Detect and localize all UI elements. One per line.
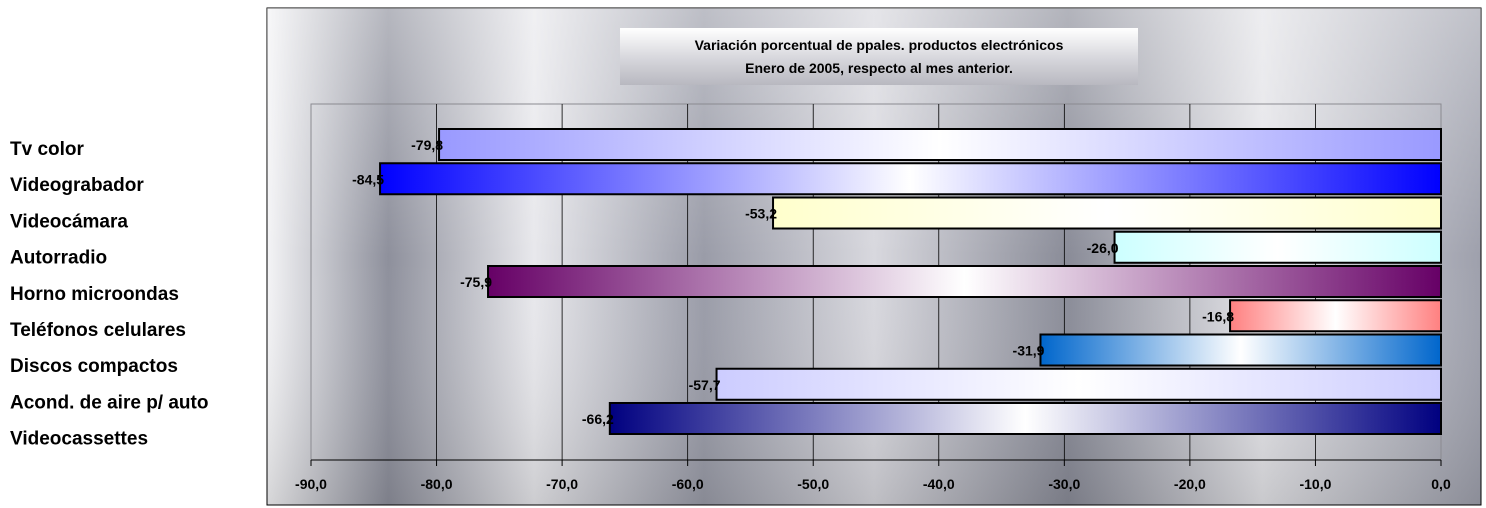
x-tick-label: -10,0: [1299, 476, 1331, 492]
bars: -79,8 -84,5 -53,2 -26,0 -75,9 -16,8 -31,9 -57,7…: [352, 128, 1443, 435]
data-label: -75,9: [460, 274, 492, 290]
x-tick-label: -50,0: [797, 476, 829, 492]
data-label: -84,5: [352, 171, 384, 187]
bar: [772, 196, 1442, 230]
x-tick-label: -30,0: [1048, 476, 1080, 492]
category-label: Autorradio: [10, 248, 107, 269]
data-label: -53,2: [745, 206, 777, 222]
x-tick-label: -20,0: [1174, 476, 1206, 492]
category-label: Tv color: [10, 139, 85, 160]
x-tick-label: -90,0: [295, 476, 327, 492]
category-label: Videocassettes: [10, 429, 148, 450]
data-label: -16,8: [1202, 308, 1234, 324]
data-label: -26,0: [1087, 240, 1119, 256]
bar: [1113, 230, 1442, 264]
x-axis: -90,0 -80,0 -70,0 -60,0 -50,0 -40,0 -30,0 -20,0…: [295, 460, 1451, 492]
bar: [1039, 333, 1442, 367]
x-tick-label: -60,0: [672, 476, 704, 492]
chart-title-box: Variación porcentual de ppales. producto…: [620, 28, 1138, 85]
bar: [715, 367, 1442, 401]
data-label: -31,9: [1013, 343, 1045, 359]
bar: [379, 162, 1442, 196]
category-label: Acond. de aire p/ auto: [10, 392, 208, 413]
category-labels: Tv color Videograbador Videocámara Autorrad…: [10, 139, 208, 450]
x-tick-label: 0,0: [1431, 476, 1451, 492]
category-label: Discos compactos: [10, 356, 178, 377]
chart-title: Variación porcentual de ppales. producto…: [695, 37, 1064, 53]
category-label: Videocámara: [10, 211, 128, 232]
bar: [1229, 299, 1442, 333]
x-tick-label: -80,0: [421, 476, 453, 492]
category-label: Teléfonos celulares: [10, 320, 186, 341]
data-label: -57,7: [689, 377, 721, 393]
bar: [438, 128, 1443, 161]
category-label: Videograbador: [10, 175, 144, 196]
bar: [487, 265, 1442, 298]
x-tick-label: -40,0: [923, 476, 955, 492]
bar: [608, 402, 1442, 435]
category-label: Horno microondas: [10, 284, 179, 305]
x-tick-label: -70,0: [546, 476, 578, 492]
chart-subtitle: Enero de 2005, respecto al mes anterior.: [745, 60, 1013, 76]
data-label: -79,8: [411, 137, 443, 153]
data-label: -66,2: [582, 411, 614, 427]
